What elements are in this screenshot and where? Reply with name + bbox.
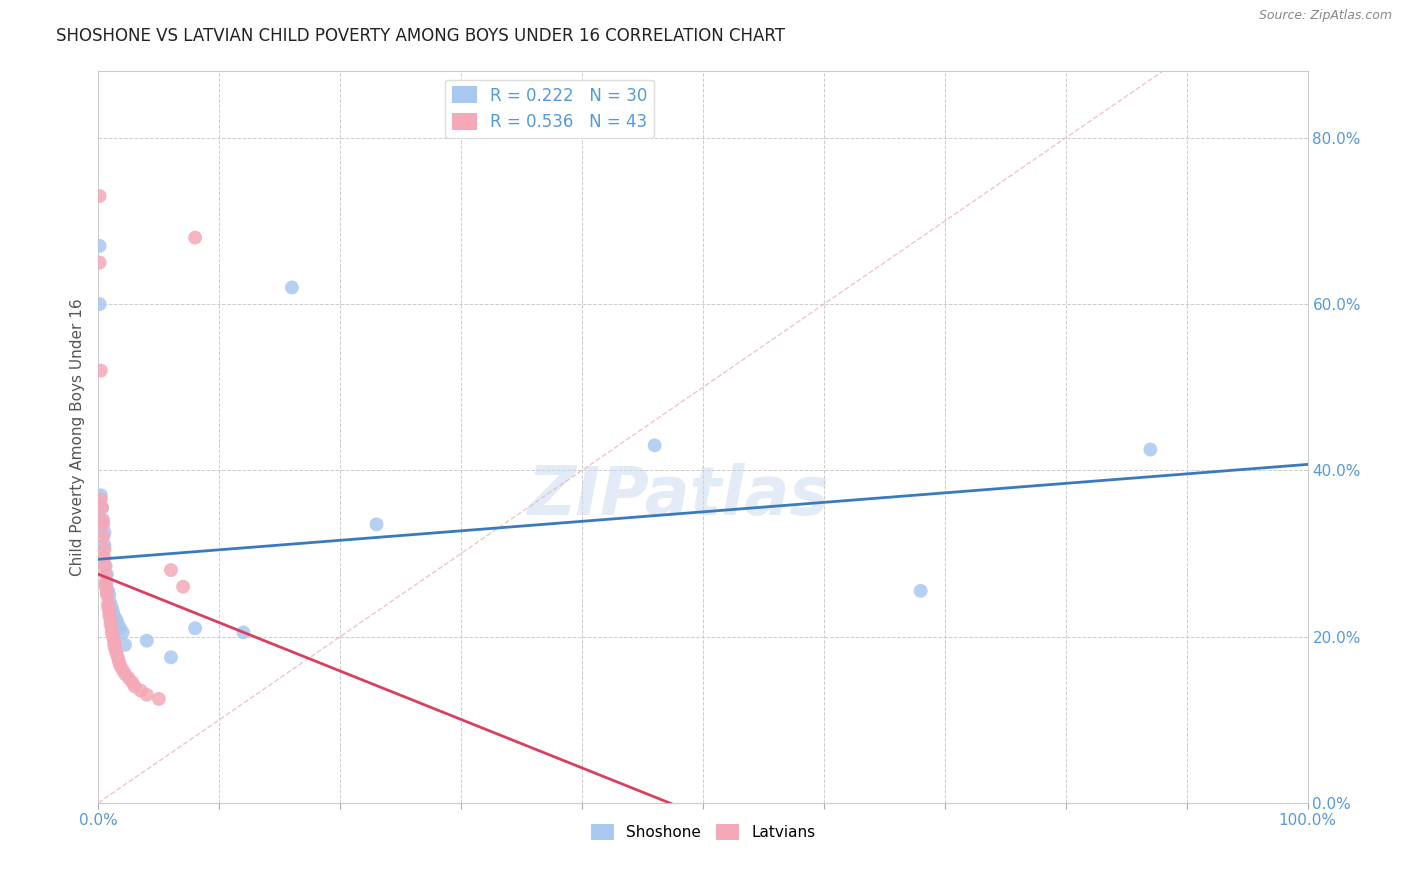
Point xyxy=(100,625,122,640)
Point xyxy=(90,492,112,507)
Point xyxy=(97,600,120,615)
Point xyxy=(89,189,111,203)
Point xyxy=(118,671,141,685)
Point xyxy=(232,625,254,640)
Point xyxy=(96,588,118,602)
Point xyxy=(98,588,121,602)
Point xyxy=(91,530,114,544)
Point xyxy=(96,583,118,598)
Point xyxy=(107,617,129,632)
Point xyxy=(89,255,111,269)
Point xyxy=(101,605,124,619)
Point xyxy=(94,575,117,590)
Point xyxy=(93,550,115,565)
Point xyxy=(366,517,388,532)
Point xyxy=(97,583,120,598)
Point xyxy=(103,608,125,623)
Point xyxy=(98,608,121,623)
Point xyxy=(160,650,183,665)
Point xyxy=(91,513,114,527)
Point xyxy=(96,575,118,590)
Point xyxy=(100,600,122,615)
Point xyxy=(90,488,112,502)
Point xyxy=(93,542,115,557)
Point xyxy=(281,280,304,294)
Point xyxy=(103,633,125,648)
Point xyxy=(103,638,125,652)
Point xyxy=(94,558,117,573)
Point xyxy=(114,667,136,681)
Point xyxy=(108,621,131,635)
Text: ZIPatlas: ZIPatlas xyxy=(527,463,830,529)
Point xyxy=(98,605,121,619)
Point xyxy=(184,621,207,635)
Point xyxy=(94,567,117,582)
Point xyxy=(105,613,128,627)
Point xyxy=(111,625,134,640)
Point xyxy=(91,500,114,515)
Point xyxy=(94,580,117,594)
Point xyxy=(91,513,114,527)
Point xyxy=(100,621,122,635)
Point xyxy=(108,658,131,673)
Point xyxy=(96,567,118,582)
Point xyxy=(100,613,122,627)
Point xyxy=(148,692,170,706)
Point xyxy=(108,655,131,669)
Point xyxy=(100,617,122,632)
Point xyxy=(184,230,207,244)
Point xyxy=(910,583,932,598)
Point xyxy=(121,675,143,690)
Point xyxy=(114,638,136,652)
Point xyxy=(89,297,111,311)
Point xyxy=(129,683,152,698)
Point xyxy=(93,525,115,540)
Point xyxy=(135,633,157,648)
Point xyxy=(105,646,128,660)
Text: Source: ZipAtlas.com: Source: ZipAtlas.com xyxy=(1258,9,1392,22)
Point xyxy=(1139,442,1161,457)
Point xyxy=(91,517,114,532)
Point xyxy=(93,538,115,552)
Point xyxy=(90,363,112,377)
Text: SHOSHONE VS LATVIAN CHILD POVERTY AMONG BOYS UNDER 16 CORRELATION CHART: SHOSHONE VS LATVIAN CHILD POVERTY AMONG … xyxy=(56,27,785,45)
Point xyxy=(644,438,666,452)
Point xyxy=(111,663,134,677)
Point xyxy=(104,642,127,657)
Point xyxy=(97,596,120,610)
Point xyxy=(124,680,146,694)
Point xyxy=(107,650,129,665)
Point xyxy=(101,630,124,644)
Point xyxy=(89,239,111,253)
Point xyxy=(172,580,194,594)
Y-axis label: Child Poverty Among Boys Under 16: Child Poverty Among Boys Under 16 xyxy=(69,298,84,576)
Point xyxy=(135,688,157,702)
Legend: Shoshone, Latvians: Shoshone, Latvians xyxy=(585,818,821,847)
Point xyxy=(100,596,122,610)
Point xyxy=(91,500,114,515)
Point xyxy=(93,558,115,573)
Point xyxy=(160,563,183,577)
